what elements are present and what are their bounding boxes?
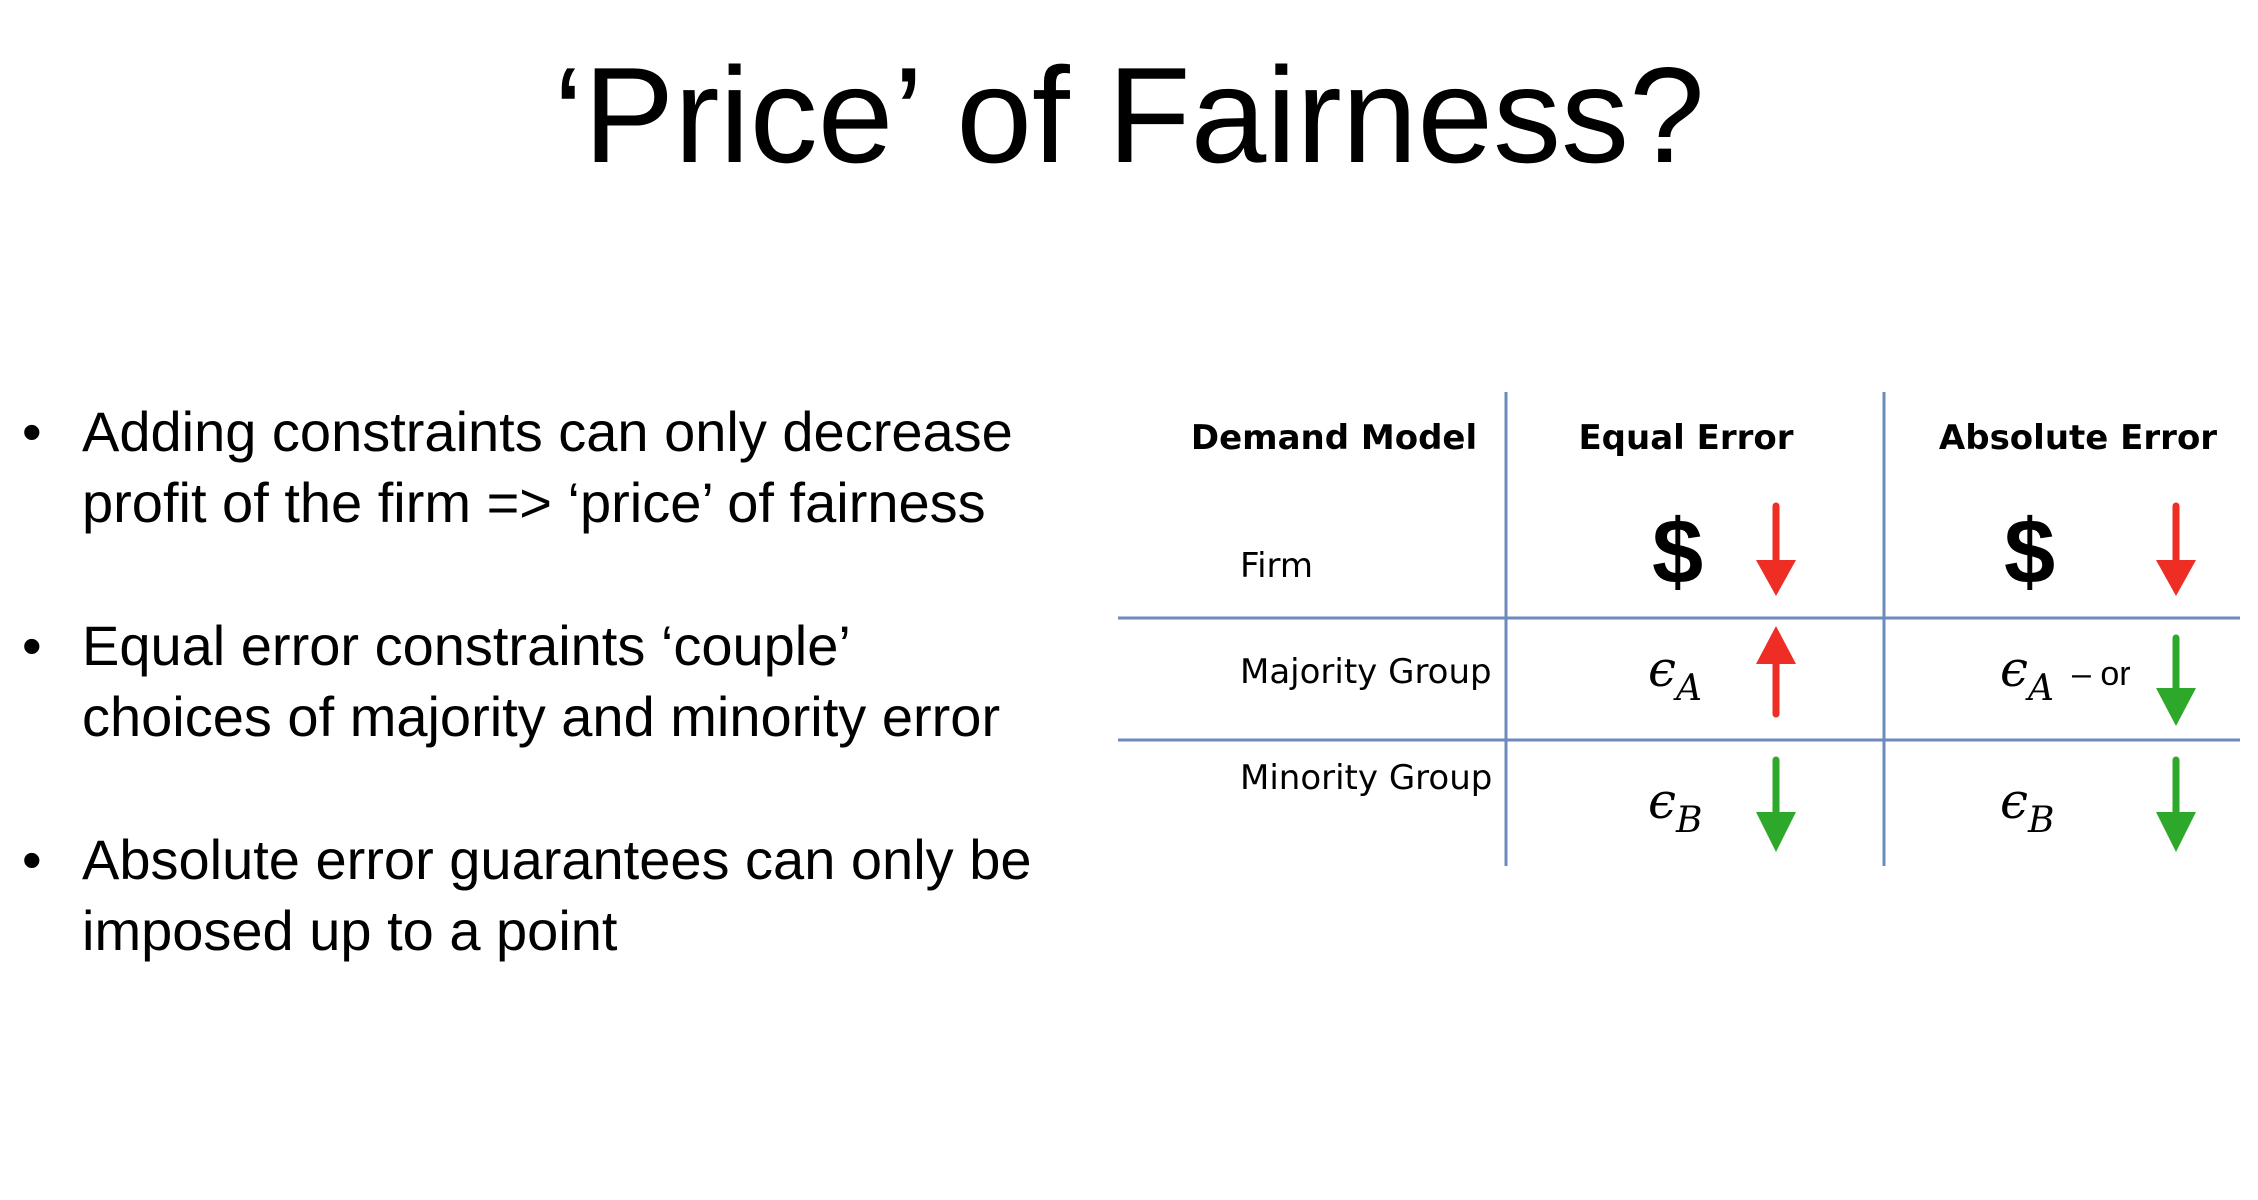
arrow-down-icon [2156,634,2196,726]
dollar-symbol: $ [1652,501,1704,603]
arrow-down-icon [2156,756,2196,852]
bullet-dot: • [22,828,42,891]
row-label-minority-group: Minority Group [1240,758,1493,798]
bullet-item: • Absolute error guarantees can only be … [22,824,1122,966]
bullet-line: Equal error constraints ‘couple’ [82,614,851,677]
epsilon-b-equal: ϵB [1648,772,1703,841]
dollar-symbol: $ [2004,501,2056,603]
bullet-dot: • [22,400,42,463]
row-label-firm: Firm [1240,546,1314,586]
bullet-dot: • [22,614,42,677]
bullet-line: Adding constraints can only decrease [82,400,1013,463]
arrow-down-icon [1756,756,1796,852]
epsilon-b-absolute: ϵB [2000,772,2055,841]
bullet-item: • Equal error constraints ‘couple’ choic… [22,610,1122,752]
or-note: – or [2072,655,2131,693]
arrow-down-icon [1756,502,1796,596]
header-absolute-error: Absolute Error [1938,418,2218,458]
header-demand-model: Demand Model [1190,418,1478,458]
bullet-line: profit of the firm => ‘price’ of fairnes… [82,471,986,534]
bullet-line: Absolute error guarantees can only be [82,828,1032,891]
bullet-line: imposed up to a point [82,899,618,962]
arrow-up-icon [1756,626,1796,718]
arrow-down-icon [2156,502,2196,596]
header-equal-error: Equal Error [1578,418,1794,458]
bullet-list: • Adding constraints can only decrease p… [22,396,1122,1038]
slide-title: ‘Price’ of Fairness? [553,39,1705,191]
epsilon-a-equal: ϵA [1648,640,1703,709]
epsilon-a-absolute: ϵA [2000,640,2055,709]
bullet-item: • Adding constraints can only decrease p… [22,396,1122,538]
bullet-line: choices of majority and minority error [82,685,1001,748]
row-label-majority-group: Majority Group [1240,652,1492,692]
